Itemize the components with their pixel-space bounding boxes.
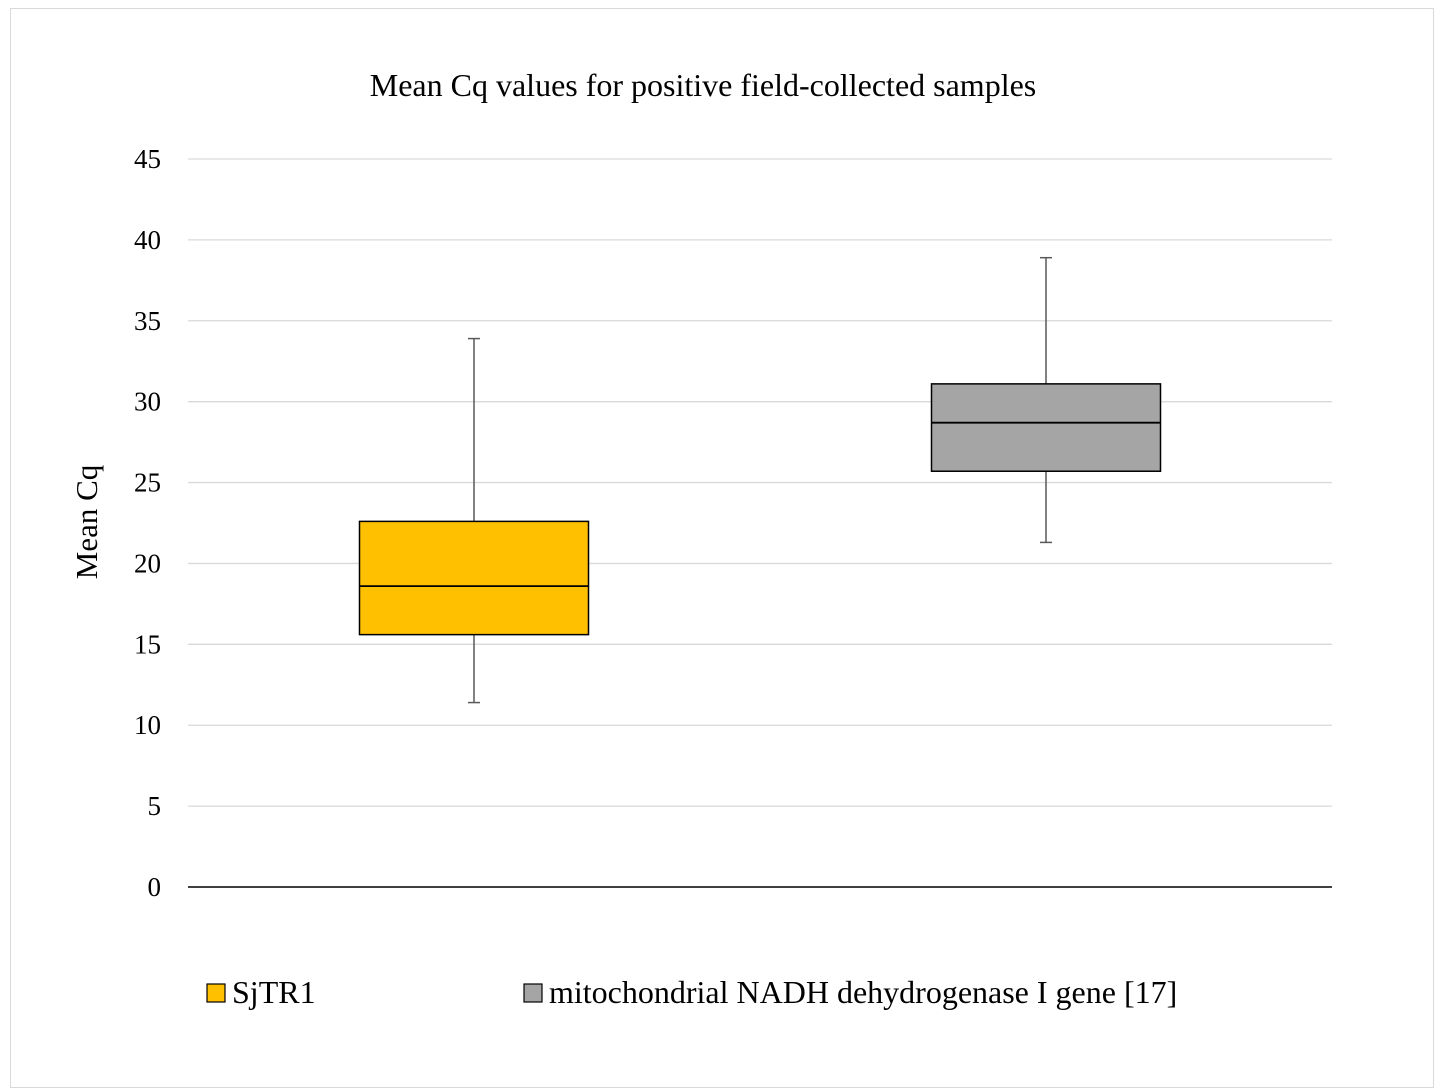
iqr-box [930,383,1162,472]
y-tick-label: 10 [134,710,161,740]
y-axis-ticks: 0 5 10 15 20 25 30 35 40 45 [134,144,161,902]
y-tick-label: 35 [134,306,161,336]
y-tick-label: 20 [134,548,161,578]
y-tick-label: 25 [134,468,161,498]
y-tick-label: 40 [134,225,161,255]
box-1 [358,337,590,704]
legend-item-2: mitochondrial NADH dehydrogenase I gene … [523,974,1177,1010]
legend-item-1: SjTR1 [206,974,316,1010]
legend: SjTR1 mitochondrial NADH dehydrogenase I … [206,974,1177,1010]
iqr-box [358,520,590,636]
y-axis-title: Mean Cq [69,465,104,580]
box-series [358,256,1162,704]
legend-swatch [206,983,226,1003]
legend-swatch [523,983,543,1003]
chart-frame [10,8,1434,1088]
y-tick-label: 45 [134,144,161,174]
legend-label: mitochondrial NADH dehydrogenase I gene … [549,974,1177,1010]
chart-title: Mean Cq values for positive field-collec… [370,67,1036,103]
gridlines [188,158,1332,807]
box-2 [930,256,1162,544]
y-tick-label: 15 [134,629,161,659]
y-tick-label: 30 [134,387,161,417]
y-tick-label: 5 [148,791,162,821]
legend-label: SjTR1 [232,974,316,1010]
y-tick-label: 0 [148,872,162,902]
